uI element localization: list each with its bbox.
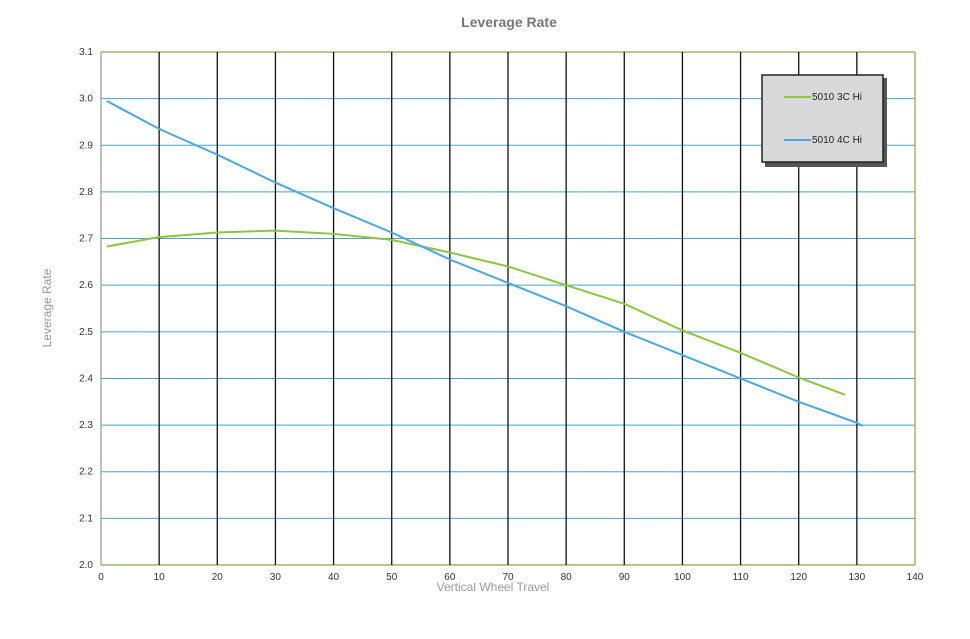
x-tick-label: 20 bbox=[212, 572, 224, 583]
x-tick-label: 120 bbox=[790, 572, 807, 583]
series-line-0 bbox=[106, 229, 846, 396]
y-tick-label: 3.0 bbox=[79, 94, 93, 105]
x-tick-label: 140 bbox=[907, 572, 924, 583]
legend: 5010 3C Hi 5010 4C Hi bbox=[761, 74, 887, 167]
y-tick-label: 2.4 bbox=[79, 373, 93, 384]
x-tick-label: 40 bbox=[328, 572, 340, 583]
y-tick-label: 2.0 bbox=[79, 560, 93, 571]
y-tick-label: 2.9 bbox=[79, 140, 93, 151]
x-tick-label: 100 bbox=[674, 572, 691, 583]
legend-box bbox=[761, 74, 884, 163]
y-tick-label: 2.7 bbox=[79, 234, 93, 245]
y-tick-label: 2.8 bbox=[79, 187, 93, 198]
x-tick-label: 80 bbox=[561, 572, 573, 583]
x-tick-label: 130 bbox=[849, 572, 866, 583]
y-tick-label: 2.1 bbox=[79, 513, 93, 524]
series-line-1 bbox=[106, 100, 864, 427]
x-tick-label: 50 bbox=[386, 572, 398, 583]
y-tick-label: 2.5 bbox=[79, 327, 93, 338]
x-axis-label: Vertical Wheel Travel bbox=[437, 580, 550, 594]
legend-label-4c: 5010 4C Hi bbox=[812, 135, 862, 146]
y-tick-label: 2.3 bbox=[79, 420, 93, 431]
x-tick-label: 60 bbox=[444, 572, 456, 583]
legend-label-3c: 5010 3C Hi bbox=[812, 92, 862, 103]
y-tick-label: 2.6 bbox=[79, 280, 93, 291]
y-tick-label: 2.2 bbox=[79, 467, 93, 478]
x-tick-label: 90 bbox=[619, 572, 631, 583]
y-tick-label: 3.1 bbox=[79, 47, 93, 58]
y-axis-label: Leverage Rate bbox=[40, 268, 54, 347]
x-tick-label: 0 bbox=[98, 572, 104, 583]
x-tick-label: 30 bbox=[270, 572, 282, 583]
x-tick-label: 110 bbox=[733, 572, 749, 583]
x-tick-label: 70 bbox=[502, 572, 514, 583]
x-tick-label: 10 bbox=[154, 572, 166, 583]
chart-title: Leverage Rate bbox=[461, 14, 557, 30]
